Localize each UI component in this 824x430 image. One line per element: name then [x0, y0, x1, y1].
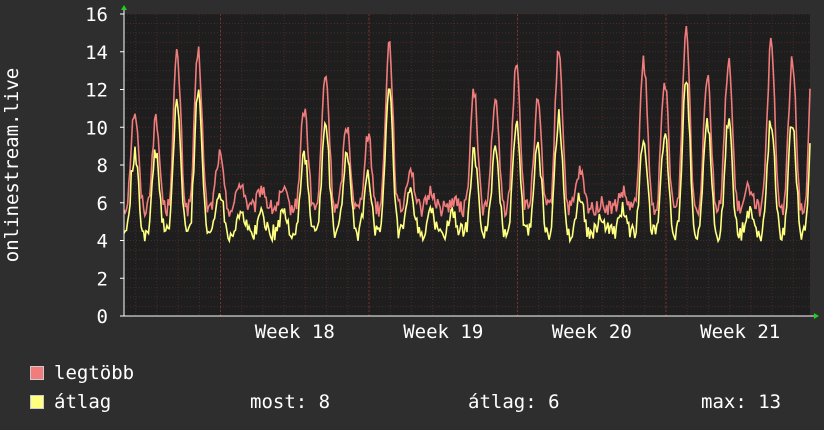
- legend-swatch-avg: [30, 395, 44, 409]
- y-tick-label: 0: [97, 306, 108, 328]
- x-tick-label: Week 18: [255, 321, 335, 343]
- tick-labels: 0 2 4 6 8 10 12 14 16 Week 18 Week 19 Week 20 Week 2…: [85, 4, 780, 343]
- x-tick-label: Week 21: [700, 321, 780, 343]
- y-tick-label: 6: [97, 193, 108, 215]
- legend-label-avg: átlag: [54, 391, 112, 413]
- legend-label-max: legtöbb: [54, 362, 135, 384]
- y-tick-label: 14: [85, 42, 108, 64]
- stat-now: most: 8: [250, 391, 331, 413]
- x-tick-label: Week 20: [552, 321, 632, 343]
- legend-item-avg: átlag: [30, 391, 111, 413]
- y-axis-label: onlinestream.live: [1, 68, 23, 262]
- y-tick-label: 12: [85, 80, 108, 102]
- series-line-max: [123, 26, 811, 219]
- y-tick-label: 10: [85, 117, 108, 139]
- y-axis-arrow-icon: [121, 5, 127, 10]
- stat-avg: átlag: 6: [468, 391, 560, 413]
- y-tick-label: 16: [85, 4, 108, 26]
- series-group: [123, 26, 811, 244]
- x-axis-arrow-icon: [814, 313, 819, 319]
- grid: [124, 13, 810, 317]
- axes: [121, 5, 819, 319]
- stat-max: max: 13: [701, 391, 782, 413]
- legend-item-max: legtöbb: [30, 362, 134, 384]
- series-line-avg: [123, 81, 811, 244]
- y-tick-label: 2: [97, 268, 108, 290]
- y-tick-label: 8: [97, 155, 108, 177]
- x-tick-label: Week 19: [403, 321, 483, 343]
- legend-swatch-max: [30, 366, 44, 380]
- y-tick-label: 4: [97, 231, 108, 253]
